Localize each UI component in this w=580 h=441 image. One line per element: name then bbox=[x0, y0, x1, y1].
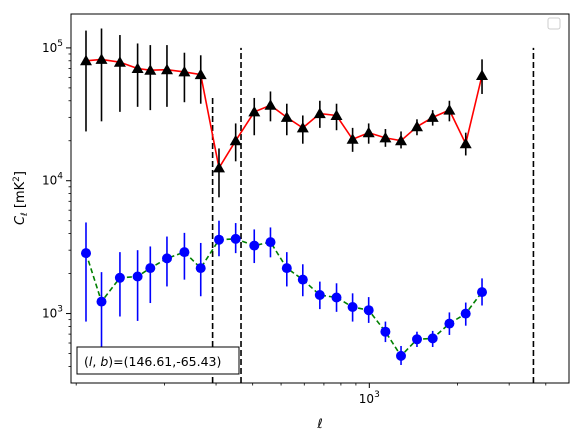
annotation-box: (l, b)=(146.61,-65.43) bbox=[76, 346, 240, 375]
legend-box bbox=[547, 17, 561, 30]
circle-marker bbox=[195, 263, 206, 274]
y-tick-label: 104 bbox=[42, 172, 63, 188]
circle-marker bbox=[162, 253, 172, 264]
circle-marker bbox=[81, 248, 91, 259]
circle-marker bbox=[363, 305, 374, 316]
triangle-marker bbox=[379, 131, 392, 143]
triangle-marker bbox=[426, 111, 439, 122]
triangle-marker bbox=[131, 62, 144, 73]
triangle-marker bbox=[213, 161, 225, 173]
circle-marker bbox=[331, 292, 342, 303]
triangle-marker bbox=[80, 54, 92, 66]
triangle-marker bbox=[229, 134, 242, 146]
circle-marker bbox=[132, 271, 143, 282]
circle-marker bbox=[145, 263, 156, 274]
x-tick-label: 103 bbox=[359, 390, 380, 406]
circle-marker bbox=[444, 318, 455, 329]
triangle-marker bbox=[194, 68, 207, 80]
triangle-marker bbox=[144, 64, 157, 75]
circle-marker bbox=[179, 247, 190, 258]
circle-marker bbox=[314, 290, 325, 300]
triangle-marker bbox=[296, 121, 309, 133]
circle-marker bbox=[477, 287, 487, 298]
y-tick-label: 103 bbox=[42, 305, 63, 321]
triangle-marker bbox=[95, 53, 108, 64]
plot-frame bbox=[70, 13, 570, 384]
y-axis-label: Cℓ [mK2] bbox=[12, 171, 30, 225]
triangle-marker bbox=[313, 107, 326, 119]
triangle-marker bbox=[459, 137, 472, 149]
triangle-marker bbox=[330, 109, 343, 120]
circle-marker bbox=[380, 326, 391, 337]
circle-marker bbox=[96, 296, 107, 307]
circle-marker bbox=[281, 263, 292, 274]
plot-area bbox=[71, 14, 569, 383]
triangle-marker bbox=[280, 111, 293, 122]
markers-group bbox=[80, 53, 488, 361]
circle-marker bbox=[214, 234, 224, 245]
triangle-marker bbox=[178, 65, 191, 77]
triangle-marker bbox=[248, 105, 261, 117]
circle-marker bbox=[114, 272, 125, 283]
circle-marker bbox=[396, 350, 406, 361]
triangle-marker bbox=[161, 63, 173, 75]
circle-marker bbox=[412, 334, 422, 345]
circle-marker bbox=[265, 237, 276, 248]
circle-marker bbox=[297, 274, 308, 285]
y-tick-label: 105 bbox=[42, 39, 63, 55]
circle-marker bbox=[230, 233, 241, 244]
annotation-text: (l, b)=(146.61,-65.43) bbox=[84, 354, 221, 369]
triangle-marker bbox=[443, 104, 456, 115]
triangle-marker bbox=[395, 134, 407, 146]
triangle-marker bbox=[264, 99, 277, 110]
triangle-marker bbox=[476, 69, 488, 80]
circle-marker bbox=[249, 240, 260, 251]
vertical-lines-group bbox=[211, 47, 535, 383]
circle-marker bbox=[460, 308, 471, 319]
triangle-marker bbox=[362, 126, 375, 138]
circle-marker bbox=[427, 333, 438, 344]
triangle-marker bbox=[113, 56, 126, 67]
triangle-marker bbox=[411, 120, 423, 132]
x-axis-label: ℓ bbox=[316, 417, 322, 432]
annotation-frame bbox=[76, 346, 240, 375]
circle-marker bbox=[347, 302, 358, 312]
triangle-marker bbox=[346, 133, 359, 144]
